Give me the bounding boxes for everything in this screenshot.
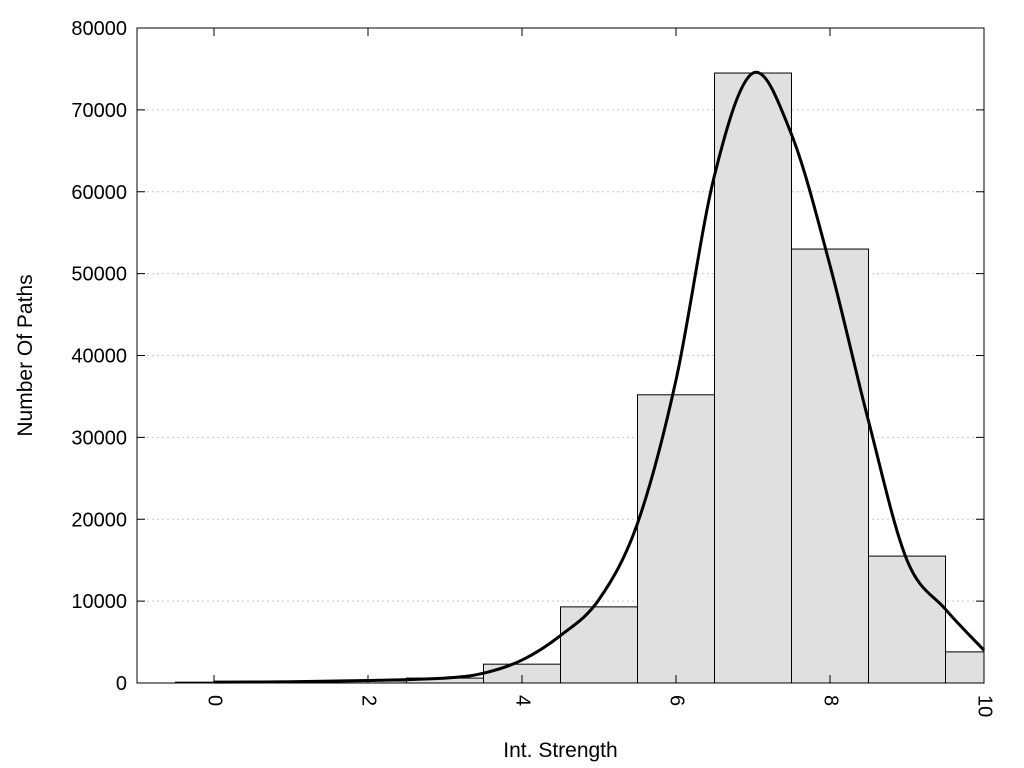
y-tick-label: 40000	[71, 346, 127, 368]
y-tick-label: 60000	[71, 182, 127, 204]
y-axis-label: Number Of Paths	[14, 274, 37, 436]
histogram-bar	[637, 394, 715, 684]
y-tick-label: 30000	[71, 427, 127, 449]
y-tick-label: 80000	[71, 18, 127, 40]
histogram-bar	[714, 72, 792, 684]
density-curve	[213, 70, 986, 684]
y-tick-label: 50000	[71, 264, 127, 286]
histogram-bar	[945, 651, 985, 684]
x-axis-label: Int. Strength	[503, 739, 617, 762]
histogram-bar	[560, 606, 638, 684]
x-tick-label: 8	[820, 695, 842, 706]
x-tick-label: 2	[358, 695, 380, 706]
histogram-bar	[868, 555, 946, 684]
x-tick-label: 4	[512, 695, 534, 706]
histogram-bar	[791, 248, 869, 684]
density-curve-layer	[213, 70, 986, 684]
histogram-bars	[175, 72, 985, 684]
x-tick-label: 10	[974, 695, 996, 717]
x-tick-label: 0	[204, 695, 226, 706]
y-tick-label: 70000	[71, 100, 127, 122]
axis-ticks: 0 10000 20000 30000 40000 50000 60000 70000 8000…	[71, 18, 995, 717]
y-tick-label: 10000	[71, 591, 127, 613]
y-tick-label: 0	[116, 673, 127, 695]
y-tick-label: 20000	[71, 509, 127, 531]
x-tick-label: 6	[666, 695, 688, 706]
